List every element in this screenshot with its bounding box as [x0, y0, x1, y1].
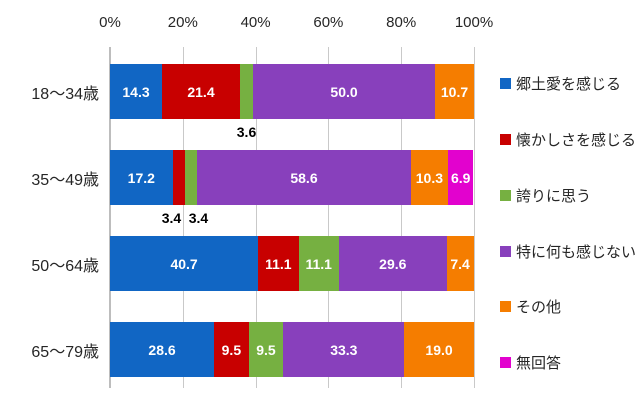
bar-segment: 28.6 [110, 322, 215, 377]
bar-row: 14.3 21.4 50.0 10.7 [110, 64, 474, 119]
x-axis-tick-label: 0% [99, 14, 121, 31]
bar-segment: 9.5 [214, 322, 249, 377]
segment-callout-label: 3.6 [236, 124, 257, 140]
bar-segment: 50.0 [253, 64, 436, 119]
bar-segment: 7.4 [446, 236, 474, 291]
x-axis-tick-label: 40% [240, 14, 271, 31]
segment-value-label: 17.2 [127, 169, 155, 186]
bar-segment [172, 150, 185, 205]
legend-item: その他 [500, 296, 561, 316]
gridline [255, 47, 257, 388]
gridline [328, 47, 330, 388]
category-label: 18〜34歳 [31, 85, 99, 103]
segment-callout-label: 3.4 [161, 210, 182, 226]
bar-segment: 6.9 [448, 150, 474, 205]
segment-value-label: 21.4 [187, 83, 215, 100]
segment-value-label: 6.9 [450, 169, 471, 186]
legend-marker [500, 356, 511, 368]
segment-value-label: 58.6 [290, 169, 318, 186]
bar-row: 40.7 11.1 11.1 29.6 7.4 [110, 236, 474, 291]
x-axis-tick-label: 60% [313, 14, 344, 31]
legend-label: 無回答 [516, 354, 562, 372]
bar-segment: 11.1 [298, 236, 339, 291]
legend-marker [500, 77, 511, 89]
bar-segment: 10.7 [435, 64, 474, 119]
gridline [474, 47, 475, 388]
bar-row: 17.2 58.6 10.3 6.9 [110, 150, 474, 205]
bar-segment: 21.4 [162, 64, 240, 119]
segment-value-label: 14.3 [122, 83, 150, 100]
legend-marker [500, 245, 511, 257]
bar-segment: 40.7 [110, 236, 259, 291]
bar-segment: 58.6 [197, 150, 411, 205]
segment-value-label: 29.6 [379, 255, 407, 272]
bar-segment: 19.0 [404, 322, 474, 377]
x-axis-tick-label: 100% [454, 14, 494, 31]
bar-segment: 33.3 [283, 322, 405, 377]
segment-value-label: 7.4 [450, 255, 470, 272]
x-axis-tick-label: 80% [386, 14, 417, 31]
bar-segment [184, 150, 198, 205]
bar-segment: 10.3 [410, 150, 449, 205]
segment-value-label: 11.1 [265, 255, 292, 272]
bar-segment: 11.1 [258, 236, 299, 291]
segment-callout-label: 3.4 [188, 210, 209, 226]
bar-segment: 29.6 [338, 236, 447, 291]
segment-value-label: 50.0 [330, 83, 358, 100]
legend-marker [500, 133, 511, 145]
bar-segment: 17.2 [110, 150, 173, 205]
segment-value-label: 19.0 [425, 341, 453, 358]
category-label: 50〜64歳 [31, 257, 99, 275]
legend-label: その他 [516, 298, 562, 316]
segment-value-label: 11.1 [305, 255, 332, 272]
legend-item: 誇りに思う [500, 185, 591, 205]
legend-label: 郷土愛を感じる [516, 75, 622, 93]
legend-item: 特に何も感じない [500, 241, 636, 261]
legend-label: 特に何も感じない [516, 243, 637, 261]
legend-item: 無回答 [500, 352, 561, 372]
segment-value-label: 40.7 [170, 255, 198, 272]
segment-value-label: 28.6 [148, 341, 176, 358]
axis-line [109, 47, 111, 388]
gridline [182, 47, 184, 388]
legend-label: 懐かしさを感じる [516, 131, 637, 149]
bar-segment: 9.5 [248, 322, 284, 377]
segment-value-label: 10.3 [415, 169, 443, 186]
bar-segment: 14.3 [110, 64, 163, 119]
segment-value-label: 33.3 [330, 341, 358, 358]
legend-item: 郷土愛を感じる [500, 73, 621, 93]
bar-row: 28.6 9.5 9.5 33.3 19.0 [110, 322, 474, 377]
legend-marker [500, 300, 511, 312]
category-label: 35〜49歳 [31, 171, 99, 189]
segment-value-label: 10.7 [440, 83, 469, 100]
gridline [401, 47, 403, 388]
legend-label: 誇りに思う [516, 187, 592, 205]
segment-value-label: 9.5 [221, 341, 242, 358]
bar-segment [239, 64, 254, 119]
segment-value-label: 9.5 [256, 341, 276, 358]
category-label: 65〜79歳 [31, 343, 99, 361]
legend-item: 懐かしさを感じる [500, 129, 636, 149]
legend-marker [500, 189, 511, 201]
x-axis-tick-label: 20% [167, 14, 198, 31]
